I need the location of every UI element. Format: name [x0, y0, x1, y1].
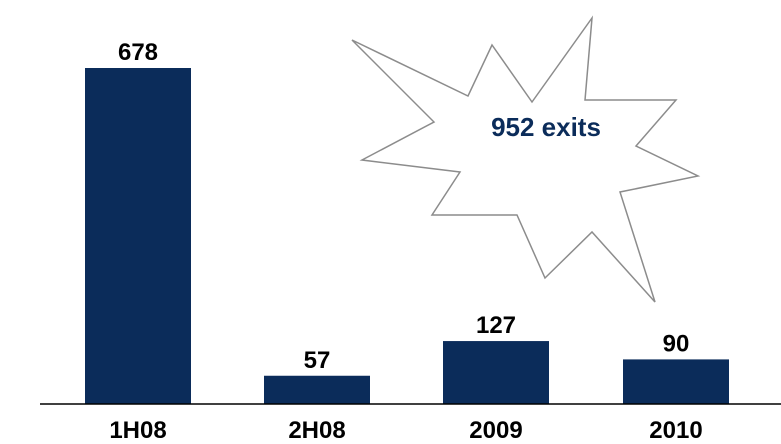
- category-label-2010: 2010: [649, 417, 702, 444]
- value-label-2h08: 57: [304, 347, 331, 374]
- starburst-shape: [351, 15, 701, 303]
- bar-1h08: [85, 68, 191, 404]
- category-label-1h08: 1H08: [109, 417, 166, 444]
- value-label-2009: 127: [476, 312, 516, 339]
- labels-layer: 678 1H08 57 2H08 127 2009 90 2010: [109, 39, 702, 444]
- bar-2h08: [264, 375, 370, 404]
- total-exits-callout: 952 exits: [351, 15, 701, 303]
- category-label-2h08: 2H08: [288, 417, 345, 444]
- bars-layer: [85, 68, 729, 404]
- bar-2009: [443, 341, 549, 404]
- category-label-2009: 2009: [469, 417, 522, 444]
- value-label-2010: 90: [663, 330, 690, 357]
- value-label-1h08: 678: [118, 39, 158, 66]
- bar-2010: [623, 359, 729, 404]
- total-exits-text: 952 exits: [491, 112, 601, 142]
